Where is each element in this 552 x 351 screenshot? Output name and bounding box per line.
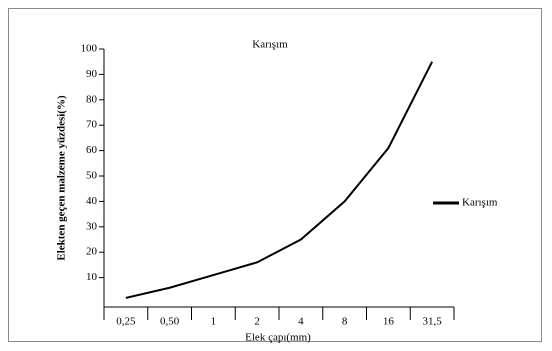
- y-tick-label: 80: [86, 93, 98, 105]
- y-tick-label: 70: [86, 119, 98, 131]
- y-axis-label: Elekten geçen malzeme yüzdesi(%): [56, 95, 68, 261]
- y-tick-label: 90: [86, 68, 98, 80]
- x-tick-label: 0,25: [116, 316, 136, 328]
- y-tick-label: 40: [86, 195, 98, 207]
- x-tick-label: 31,5: [423, 316, 443, 328]
- y-tick-label: 50: [86, 170, 98, 182]
- legend-label: Karışım: [462, 197, 498, 209]
- chart-title: Karışım: [252, 39, 288, 51]
- y-tick-label: 20: [86, 246, 98, 258]
- x-tick-label: 16: [383, 316, 395, 328]
- x-tick-label: 8: [342, 316, 348, 328]
- y-tick-label: 30: [86, 220, 98, 232]
- x-tick-label: 0,50: [160, 316, 180, 328]
- x-tick-label: 2: [254, 316, 260, 328]
- x-tick-label: 1: [211, 316, 217, 328]
- y-tick-label: 60: [86, 144, 98, 156]
- x-axis-label: Elek çapı(mm): [245, 332, 311, 344]
- chart-border: [8, 8, 542, 342]
- x-tick-label: 4: [298, 316, 304, 328]
- y-tick-label: 100: [81, 43, 98, 55]
- data-line: [125, 61, 434, 299]
- y-tick-label: 10: [86, 271, 98, 283]
